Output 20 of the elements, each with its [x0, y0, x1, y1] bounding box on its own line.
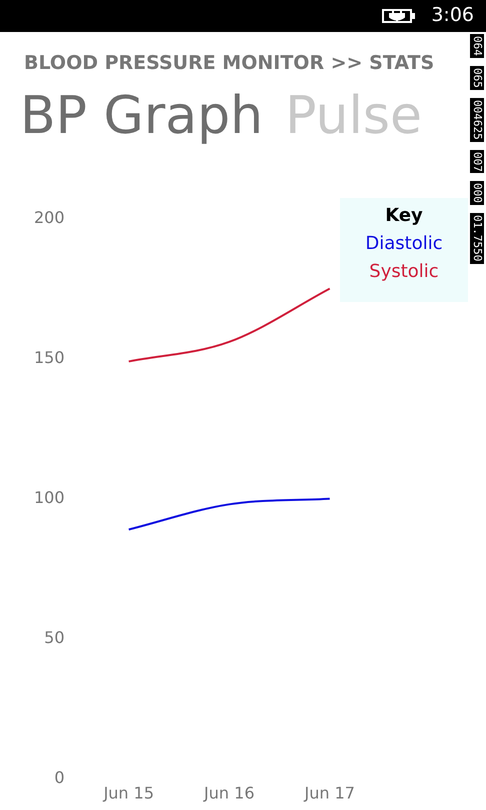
text: 004625 [470, 98, 484, 142]
text: 000 [470, 181, 484, 206]
legend-title: Key [384, 204, 424, 228]
y-tick-label: 200 [34, 208, 65, 227]
text: 064 [470, 34, 484, 58]
text: 01.7550 [470, 213, 484, 264]
text: 3:06 [431, 4, 474, 26]
x-tick-label: Jun 17 [304, 784, 355, 803]
text: 065 [470, 66, 484, 90]
text: 007 [470, 150, 484, 174]
text: Systolic [368, 260, 440, 284]
chart-title: BLOOD PRESSURE MONITOR >> STATS [24, 52, 434, 74]
x-tick-label: Jun 16 [203, 784, 254, 803]
chart-subtitle: BP Graph [20, 86, 264, 146]
x-tick-label: Jun 15 [102, 784, 154, 803]
y-tick-label: 100 [34, 488, 65, 507]
y-tick-label: 50 [44, 628, 65, 647]
y-tick-label: 150 [34, 348, 65, 367]
y-tick-label: 0 [54, 768, 65, 787]
text: Diastolic [364, 232, 444, 256]
